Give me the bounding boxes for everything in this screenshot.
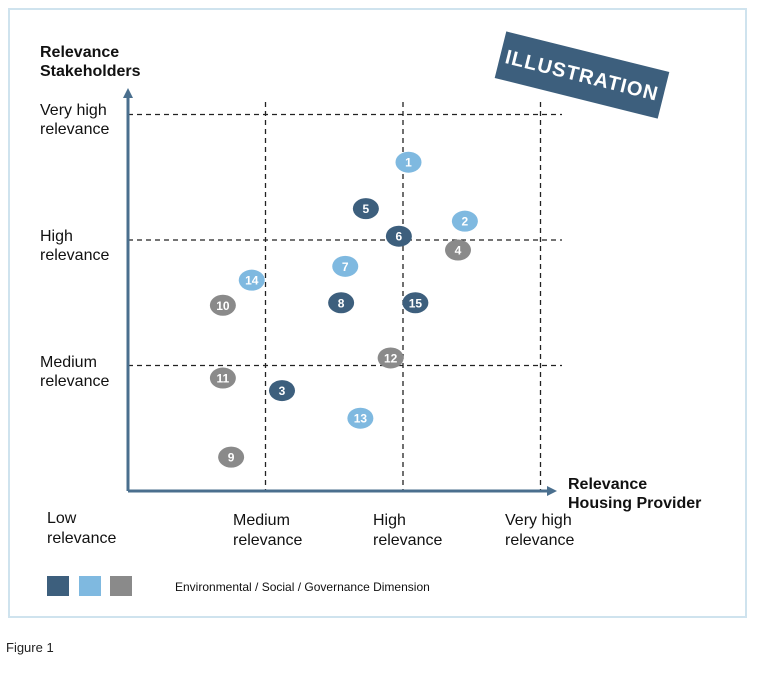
x-tick-label-line: relevance — [505, 532, 574, 549]
data-point: 15 — [402, 292, 429, 314]
data-point: 14 — [238, 269, 265, 291]
point-label: 4 — [455, 244, 462, 258]
y-tick-label-line: relevance — [40, 247, 109, 264]
x-tick-label-line: relevance — [47, 530, 116, 547]
point-label: 5 — [363, 202, 370, 216]
relevance-matrix-chart: Relevance Stakeholders Relevance Housing Pr… — [40, 31, 701, 596]
x-tick-label-line: relevance — [373, 532, 442, 549]
point-marker — [445, 239, 471, 261]
figure-caption: Figure 1 — [6, 640, 54, 655]
data-point: 4 — [445, 239, 471, 261]
legend-label: Environmental / Social / Governance Dime… — [175, 580, 430, 594]
legend-swatch-governance — [110, 576, 132, 596]
x-tick-label: High relevance — [373, 512, 442, 549]
point-marker — [332, 255, 359, 277]
point-marker — [269, 380, 295, 402]
y-tick-label-line: Very high — [40, 102, 107, 119]
point-label: 12 — [384, 351, 398, 365]
y-tick-label: Medium relevance — [40, 354, 109, 390]
point-marker — [238, 269, 265, 291]
point-marker — [209, 294, 236, 316]
data-point: 3 — [269, 380, 295, 402]
data-point: 12 — [377, 347, 404, 369]
point-marker — [451, 210, 478, 232]
y-axis-title-line: Stakeholders — [40, 63, 141, 80]
point-marker — [352, 198, 379, 220]
data-point: 5 — [352, 198, 379, 220]
y-axis-title: Relevance Stakeholders — [40, 44, 141, 80]
data-point: 1 — [395, 151, 422, 173]
y-tick-label: Very high relevance — [40, 102, 109, 138]
y-tick-label: High relevance — [40, 228, 109, 264]
data-point: 6 — [385, 225, 412, 247]
data-point: 10 — [209, 294, 236, 316]
data-point: 2 — [451, 210, 478, 232]
point-marker — [402, 292, 429, 314]
point-label: 15 — [409, 296, 423, 310]
point-label: 1 — [405, 156, 412, 170]
x-tick-label: Low relevance — [47, 510, 116, 547]
point-marker — [385, 225, 412, 247]
y-tick-label-line: relevance — [40, 121, 109, 138]
data-point: 9 — [218, 446, 245, 468]
legend-swatch-environmental — [47, 576, 69, 596]
point-marker — [395, 151, 422, 173]
x-tick-label: Very high relevance — [505, 512, 574, 549]
y-tick-label-line: High — [40, 228, 73, 245]
point-marker — [328, 292, 355, 314]
legend-swatch-social — [79, 576, 101, 596]
point-marker — [209, 367, 236, 389]
point-label: 13 — [354, 412, 368, 426]
point-label: 8 — [338, 296, 345, 310]
data-point: 11 — [209, 367, 236, 389]
data-point: 13 — [347, 407, 374, 429]
x-tick-label-line: High — [373, 512, 406, 529]
x-axis-title-line: Relevance — [568, 476, 647, 493]
x-tick-label-line: relevance — [233, 532, 302, 549]
illustration-stamp: ILLUSTRATION — [494, 31, 670, 119]
point-marker — [218, 446, 245, 468]
data-point: 7 — [332, 255, 359, 277]
point-label: 6 — [396, 230, 403, 244]
y-tick-label-line: relevance — [40, 373, 109, 390]
x-axis-title: Relevance Housing Provider — [568, 476, 701, 512]
point-label: 2 — [462, 215, 469, 229]
y-axis-title-line: Relevance — [40, 44, 119, 61]
point-label: 7 — [342, 260, 349, 274]
x-tick-label-line: Low — [47, 510, 77, 527]
point-label: 11 — [217, 372, 230, 386]
x-tick-label-line: Very high — [505, 512, 572, 529]
x-axis-title-line: Housing Provider — [568, 495, 701, 512]
point-marker — [347, 407, 374, 429]
data-point: 8 — [328, 292, 355, 314]
point-marker — [377, 347, 404, 369]
point-label: 14 — [245, 274, 259, 288]
y-tick-label-line: Medium — [40, 354, 97, 371]
point-label: 3 — [279, 384, 286, 398]
point-label: 10 — [216, 299, 230, 313]
x-tick-label: Medium relevance — [233, 512, 302, 549]
figure-frame — [8, 8, 747, 618]
x-tick-label-line: Medium — [233, 512, 290, 529]
point-label: 9 — [228, 451, 235, 465]
